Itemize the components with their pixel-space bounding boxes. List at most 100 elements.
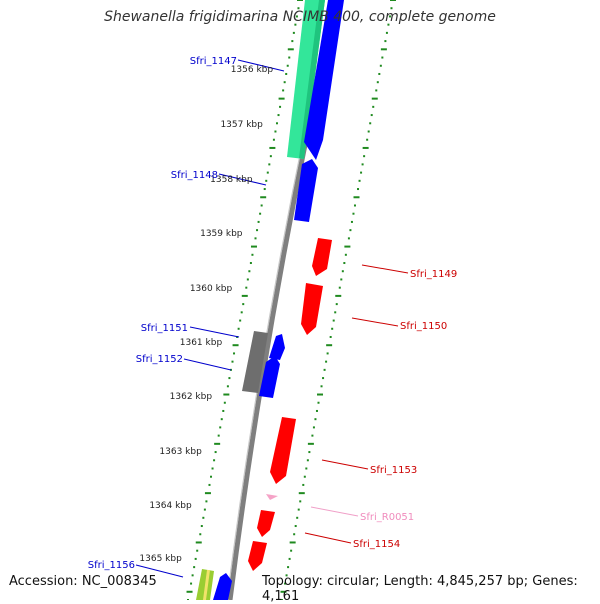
tick-minor: [223, 401, 226, 404]
tick-major: [195, 541, 202, 544]
gene-sfri-1150-feature[interactable]: [301, 283, 323, 335]
tick-minor: [285, 574, 288, 577]
tick-minor: [338, 286, 341, 289]
gene-sfri-r0051-feature[interactable]: [266, 494, 278, 500]
tick-minor: [340, 278, 343, 281]
tick-major: [335, 294, 342, 297]
tick-minor: [213, 459, 216, 462]
tick-minor: [194, 557, 197, 560]
gene-sfri-1147-edge: [299, 0, 325, 159]
tick-minor: [284, 582, 287, 585]
gene-sfri-1154-feature[interactable]: [257, 510, 275, 537]
tick-major: [362, 146, 369, 149]
tick-major: [353, 196, 360, 199]
gene-forward-1-feature[interactable]: [304, 0, 344, 160]
leader-sfri-1153: [321, 459, 369, 470]
gene-sfri-1152-feature[interactable]: [259, 356, 280, 398]
tick-minor: [385, 31, 388, 34]
tick-major: [317, 393, 324, 396]
tick-minor: [361, 163, 364, 166]
leader-sfri-1149: [361, 264, 409, 274]
gene-label-sfri-1150[interactable]: Sfri_1150: [400, 321, 447, 332]
inner-tick-ring: [186, 0, 303, 600]
scale-label-1360: 1360 kbp: [190, 284, 233, 294]
tick-minor: [294, 23, 297, 26]
gene-sfri-1156-band: [203, 570, 210, 600]
tick-major: [204, 492, 211, 495]
gene-sfri-1151-feature[interactable]: [269, 334, 285, 360]
tick-minor: [384, 40, 387, 43]
tick-minor: [269, 155, 272, 158]
gene-label-sfri-1151[interactable]: Sfri_1151: [141, 323, 188, 334]
gene-label-sfri-1156[interactable]: Sfri_1156: [88, 560, 135, 571]
gene-label-sfri-1154[interactable]: Sfri_1154: [353, 539, 400, 550]
tick-minor: [372, 105, 375, 108]
tick-minor: [308, 451, 311, 454]
tick-minor: [379, 64, 382, 67]
tick-minor: [274, 130, 277, 133]
tick-minor: [335, 303, 338, 306]
tick-minor: [219, 426, 222, 429]
outer-tick-ring: [280, 0, 396, 600]
tick-major: [269, 146, 276, 149]
tick-minor: [317, 401, 320, 404]
tick-minor: [249, 262, 252, 265]
gene-forward-2-feature[interactable]: [242, 331, 268, 393]
gene-sfri-1153-feature[interactable]: [270, 417, 296, 484]
tick-minor: [191, 574, 194, 577]
gene-reverse-1-feature[interactable]: [248, 541, 267, 571]
gene-label-sfri-1153[interactable]: Sfri_1153: [370, 465, 417, 476]
tick-minor: [369, 122, 372, 125]
tick-minor: [199, 533, 202, 536]
tick-minor: [205, 500, 208, 503]
tick-minor: [260, 204, 263, 207]
gene-label-sfri-1147[interactable]: Sfri_1147: [190, 56, 237, 67]
tick-minor: [341, 270, 344, 273]
tick-minor: [390, 7, 393, 10]
tick-minor: [265, 179, 268, 182]
tick-minor: [378, 72, 381, 75]
tick-minor: [323, 368, 326, 371]
tick-minor: [312, 426, 315, 429]
label-leader-lines: [135, 59, 409, 578]
tick-minor: [287, 566, 290, 569]
scale-label-1364: 1364 kbp: [149, 501, 192, 511]
gene-sfri-1149-feature[interactable]: [312, 238, 332, 276]
leader-sfri-1151: [189, 326, 240, 338]
accession-text: Accession: NC_008345: [9, 574, 157, 589]
gene-label-sfri-r0051[interactable]: Sfri_R0051: [360, 512, 414, 523]
tick-minor: [360, 171, 363, 174]
tick-minor: [325, 360, 328, 363]
tick-minor: [305, 467, 308, 470]
gene-forward-3-feature[interactable]: [213, 573, 232, 600]
scale-label-1363: 1363 kbp: [159, 447, 202, 457]
tick-minor: [288, 56, 291, 59]
tick-minor: [366, 138, 369, 141]
tick-minor: [242, 303, 245, 306]
tick-major: [260, 196, 267, 199]
leader-sfri-1147: [237, 59, 285, 72]
tick-minor: [217, 434, 220, 437]
gene-label-sfri-1148[interactable]: Sfri_1148: [171, 170, 218, 181]
tick-minor: [277, 114, 280, 117]
tick-minor: [367, 130, 370, 133]
tick-minor: [222, 409, 225, 412]
gene-sfri-1156-feature[interactable]: [196, 569, 214, 600]
tick-minor: [387, 23, 390, 26]
gene-sfri-1148-feature[interactable]: [294, 159, 318, 222]
tick-minor: [240, 311, 243, 314]
scale-label-1358: 1358 kbp: [210, 175, 253, 185]
tick-major: [232, 344, 239, 347]
tick-minor: [190, 582, 193, 585]
gene-label-sfri-1149[interactable]: Sfri_1149: [410, 269, 457, 280]
tick-minor: [347, 237, 350, 240]
tick-minor: [214, 451, 217, 454]
gene-label-sfri-1152[interactable]: Sfri_1152: [136, 354, 183, 365]
tick-major: [278, 97, 285, 100]
tick-minor: [210, 475, 213, 478]
tick-minor: [353, 204, 356, 207]
tick-minor: [320, 385, 323, 388]
scale-label-1362: 1362 kbp: [170, 392, 213, 402]
tick-minor: [334, 311, 337, 314]
tick-minor: [358, 179, 361, 182]
